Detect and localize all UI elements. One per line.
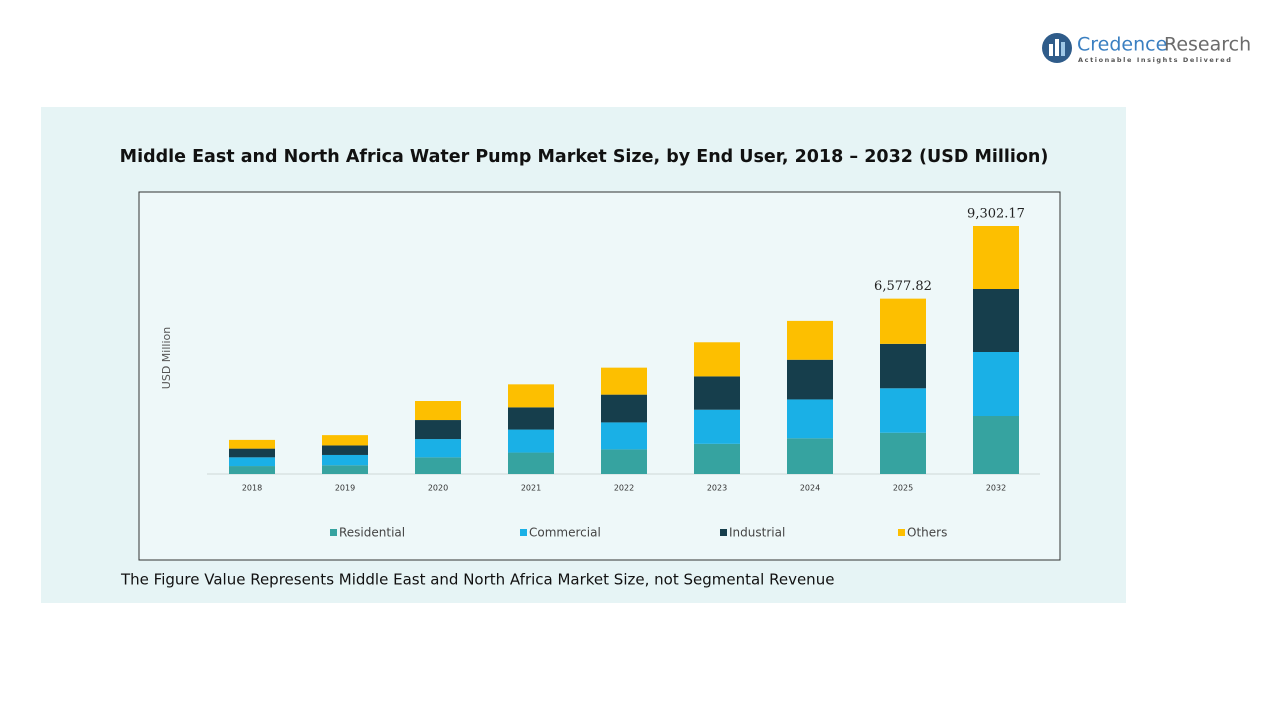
bar-segment xyxy=(508,407,554,430)
bar-segment xyxy=(694,342,740,377)
bar-segment xyxy=(415,420,461,440)
bar-segment xyxy=(508,384,554,408)
bar-segment xyxy=(229,457,275,467)
legend-swatch xyxy=(720,529,727,536)
legend-swatch xyxy=(898,529,905,536)
legend-label: Commercial xyxy=(529,526,601,540)
bar-segment xyxy=(601,422,647,450)
x-tick-label: 2022 xyxy=(614,484,634,493)
logo-tagline: Actionable Insights Delivered xyxy=(1078,56,1233,64)
bar-segment xyxy=(229,466,275,474)
bar-segment xyxy=(508,429,554,453)
bar-segment xyxy=(415,457,461,474)
logo-name: Credence xyxy=(1077,34,1167,56)
bar-segment xyxy=(973,415,1019,474)
x-tick-label: 2025 xyxy=(893,484,913,493)
bar-segment xyxy=(229,448,275,458)
bar-segment xyxy=(880,432,926,474)
x-tick-label: 2018 xyxy=(242,484,262,493)
bar-segment xyxy=(601,367,647,395)
bar-segment xyxy=(694,409,740,444)
chart-title: Middle East and North Africa Water Pump … xyxy=(120,147,1049,167)
logo-name: Research xyxy=(1164,34,1251,56)
legend-label: Residential xyxy=(339,526,405,540)
x-tick-label: 2020 xyxy=(428,484,448,493)
bar-segment xyxy=(787,320,833,360)
logo-icon-bar xyxy=(1055,39,1059,56)
legend-label: Industrial xyxy=(729,526,785,540)
bar-segment xyxy=(229,439,275,449)
x-tick-label: 2023 xyxy=(707,484,727,493)
bar-segment xyxy=(787,359,833,400)
bar-segment xyxy=(415,439,461,458)
bar-segment xyxy=(601,394,647,423)
x-tick-label: 2019 xyxy=(335,484,355,493)
bar-segment xyxy=(973,226,1019,289)
bar-segment xyxy=(694,443,740,474)
bar-segment xyxy=(880,298,926,344)
bar-segment xyxy=(973,288,1019,352)
bar-segment xyxy=(880,343,926,389)
x-tick-label: 2021 xyxy=(521,484,541,493)
bar-segment xyxy=(322,435,368,446)
logo-icon-bar xyxy=(1049,44,1053,56)
y-axis-label: USD Million xyxy=(160,327,173,389)
legend-swatch xyxy=(330,529,337,536)
bar-segment xyxy=(322,454,368,466)
bar-segment xyxy=(694,376,740,410)
bar-segment xyxy=(880,388,926,433)
legend-label: Others xyxy=(907,526,947,540)
logo-icon-bar xyxy=(1061,42,1065,56)
x-tick-label: 2032 xyxy=(986,484,1006,493)
bar-segment xyxy=(601,449,647,474)
bar-segment xyxy=(973,351,1019,416)
total-label: 6,577.82 xyxy=(874,279,932,294)
total-label: 9,302.17 xyxy=(967,207,1025,222)
bar-segment xyxy=(787,399,833,439)
logo: Credence Research Actionable Insights De… xyxy=(1042,33,1251,64)
bar-segment xyxy=(508,452,554,474)
bar-segment xyxy=(322,465,368,474)
x-tick-label: 2024 xyxy=(800,484,820,493)
bar-segment xyxy=(322,445,368,455)
bar-segment xyxy=(787,438,833,474)
legend-swatch xyxy=(520,529,527,536)
bar-segment xyxy=(415,401,461,421)
footnote: The Figure Value Represents Middle East … xyxy=(120,571,834,589)
